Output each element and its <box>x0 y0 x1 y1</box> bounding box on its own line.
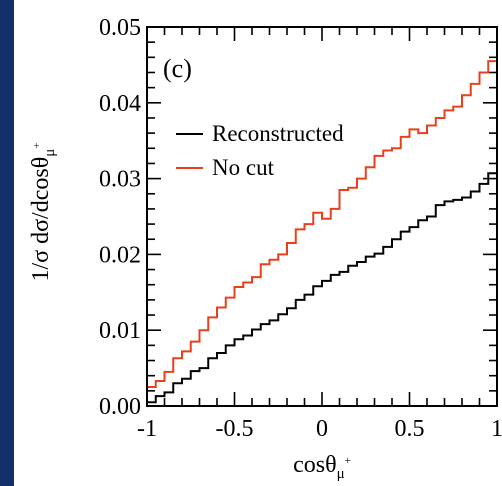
x-axis-label-base: cosθ <box>293 452 337 478</box>
legend-label-no-cut: No cut <box>212 155 275 180</box>
tick-labels: -1 -0.5 0 0.5 1 0.00 0.01 0.02 0.03 0.04 0.05 <box>99 15 502 442</box>
axis-ticks <box>146 26 498 407</box>
y-axis-label: 1/σ dσ/dcosθμ+ <box>28 143 58 282</box>
x-tick-label: 0 <box>316 416 328 442</box>
x-tick-label: 1 <box>491 416 502 442</box>
y-axis-label-sub: μ <box>42 149 58 157</box>
y-tick-label: 0.04 <box>99 91 141 117</box>
legend: Reconstructed No cut <box>176 121 344 180</box>
panel-label: (c) <box>163 54 192 83</box>
series-no-cut <box>147 60 497 389</box>
y-tick-label: 0.00 <box>99 394 141 420</box>
y-axis-label-sup: + <box>31 143 43 149</box>
y-tick-label: 0.05 <box>99 15 141 41</box>
plot-frame <box>146 26 498 407</box>
x-tick-label: -0.5 <box>216 416 254 442</box>
series-reconstructed <box>147 172 497 404</box>
x-tick-label: -1 <box>137 416 157 442</box>
y-tick-label: 0.01 <box>99 318 141 344</box>
series-layer <box>147 60 497 404</box>
x-axis-label-sub: μ <box>337 466 345 482</box>
x-axis-label-sup: + <box>345 455 351 467</box>
y-tick-label: 0.03 <box>99 167 141 193</box>
y-tick-label: 0.02 <box>99 242 141 268</box>
x-tick-label: 0.5 <box>395 416 425 442</box>
x-axis-label: cosθμ+ <box>293 452 351 482</box>
legend-label-reconstructed: Reconstructed <box>212 121 344 146</box>
y-axis-label-base: 1/σ dσ/dcosθ <box>28 157 54 282</box>
